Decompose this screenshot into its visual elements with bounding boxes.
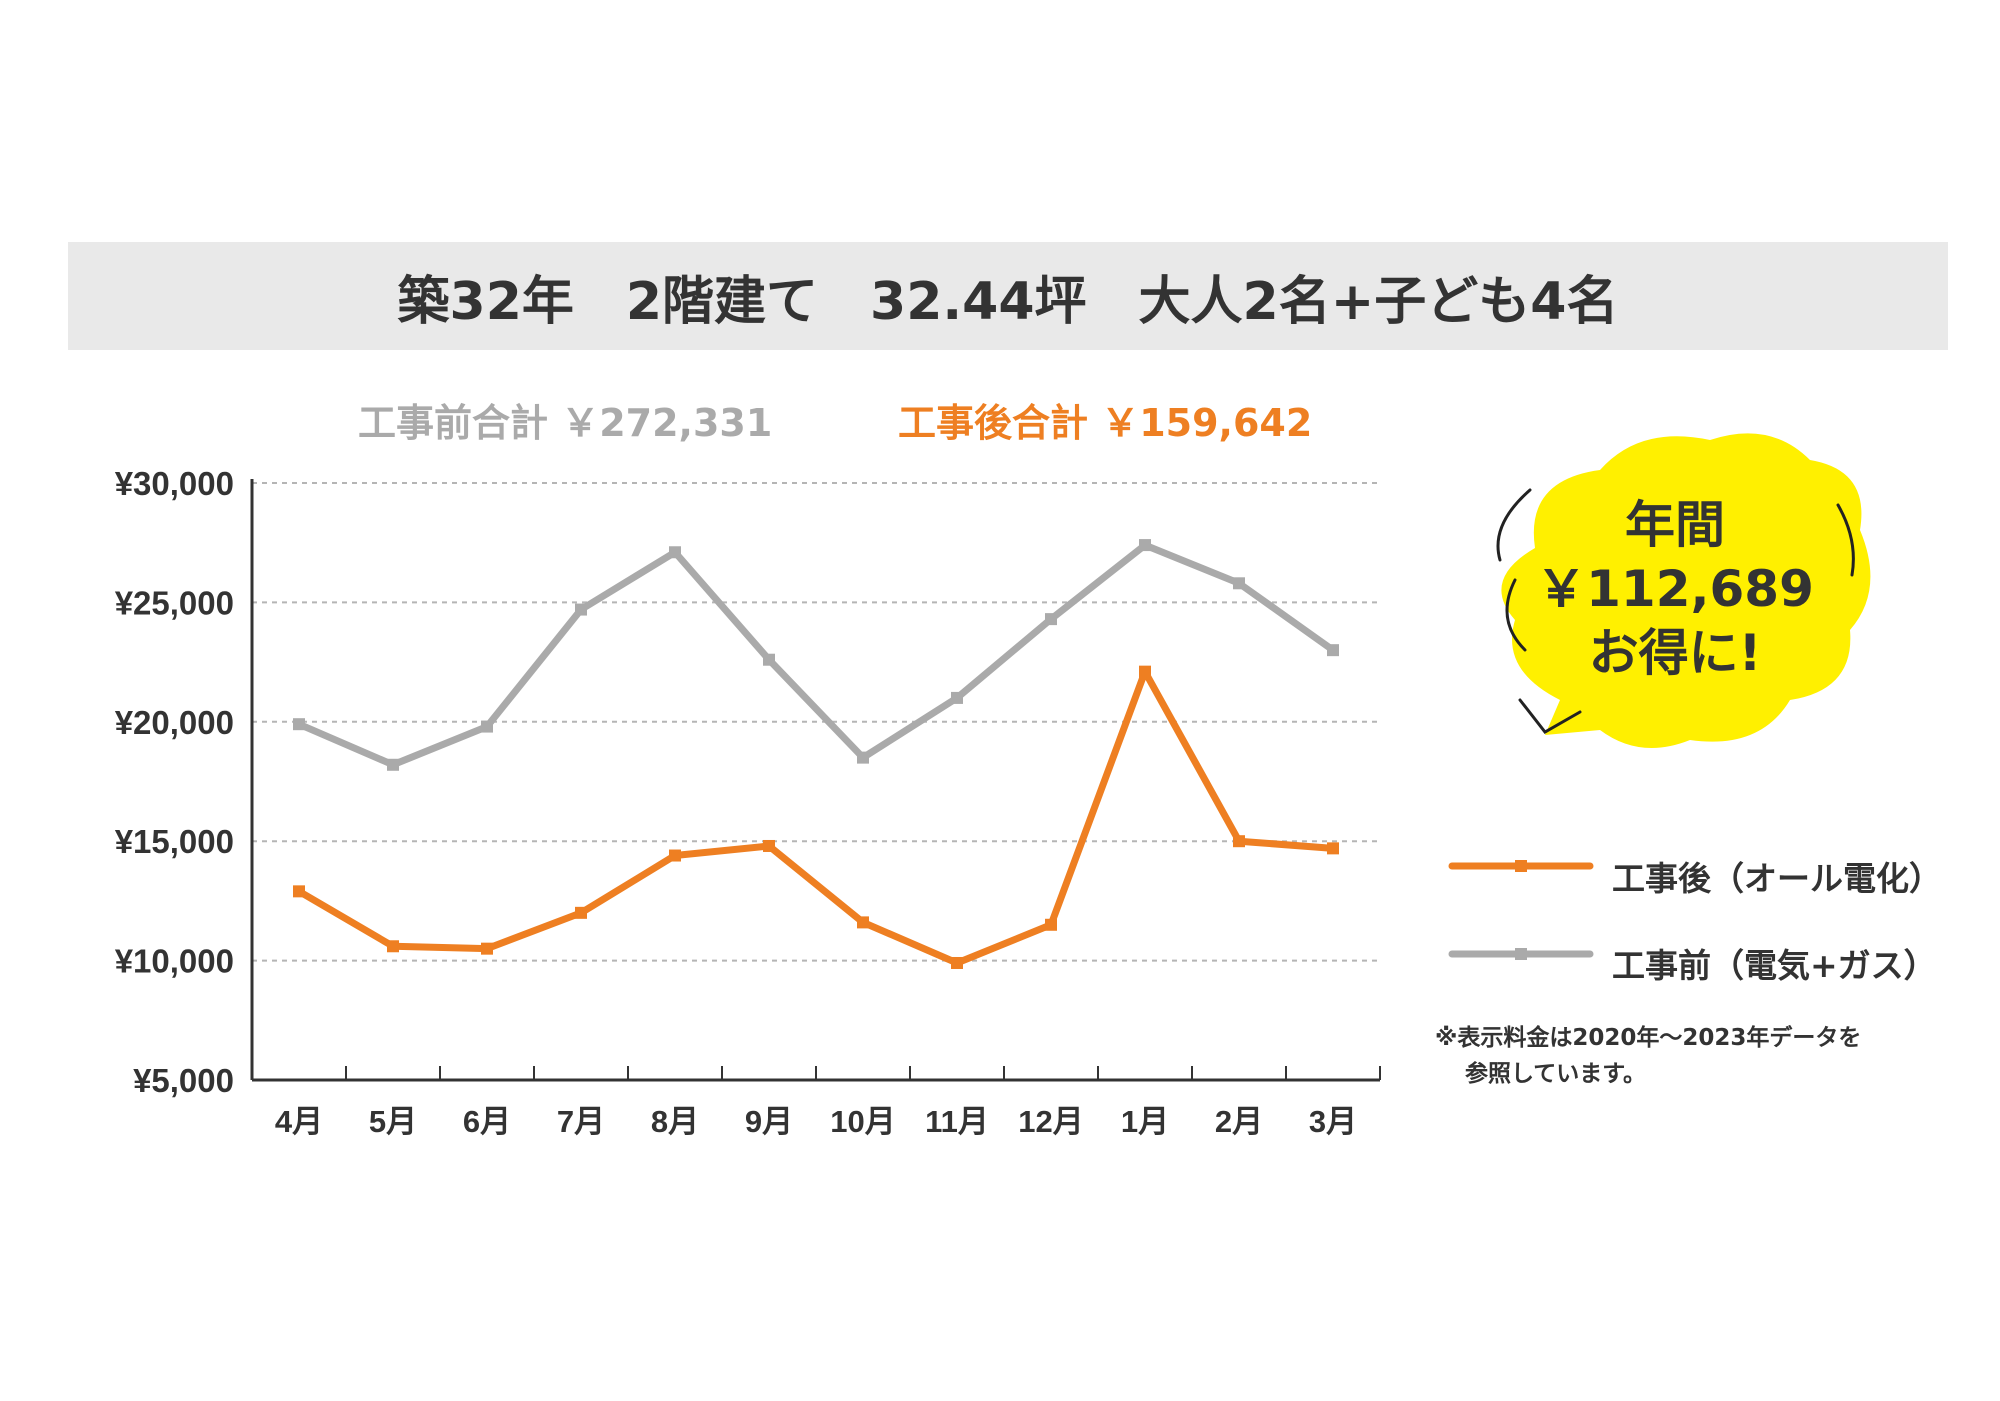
x-tick-label: 9月	[745, 1104, 793, 1139]
data-point	[763, 839, 775, 852]
x-tick-label: 2月	[1215, 1104, 1263, 1139]
data-point	[857, 751, 869, 764]
data-point	[1233, 577, 1245, 590]
data-point	[857, 916, 869, 929]
legend-label-before: 工事前（電気+ガス）	[1612, 946, 1937, 985]
data-point	[387, 758, 399, 771]
legend-swatch-marker	[1515, 948, 1527, 960]
bubble-amount: ￥112,689	[1536, 560, 1814, 618]
y-tick-label: ¥30,000	[115, 465, 234, 502]
total-before: 工事前合計 ￥272,331	[358, 401, 773, 445]
data-point	[1327, 842, 1339, 855]
x-tick-label: 4月	[275, 1104, 323, 1139]
data-point	[481, 942, 493, 955]
y-tick-label: ¥20,000	[115, 704, 234, 741]
y-tick-label: ¥10,000	[115, 943, 234, 980]
x-tick-label: 6月	[463, 1104, 511, 1139]
x-tick-label: 12月	[1018, 1104, 1083, 1139]
data-point	[1045, 918, 1057, 931]
y-tick-label: ¥5,000	[133, 1062, 234, 1099]
data-point	[669, 849, 681, 862]
data-point	[1327, 644, 1339, 657]
data-point	[293, 885, 305, 898]
note-line1: ※表示料金は2020年〜2023年データを	[1435, 1025, 1862, 1051]
x-tick-label: 8月	[651, 1104, 699, 1139]
data-point	[1139, 665, 1151, 678]
x-tick-label: 5月	[369, 1104, 417, 1139]
note-line2: 参照しています。	[1465, 1061, 1647, 1087]
data-point	[387, 940, 399, 953]
data-point	[575, 603, 587, 616]
data-point	[1045, 613, 1057, 626]
header-banner: 築32年 2階建て 32.44坪 大人2名+子ども4名	[68, 242, 1948, 350]
legend-swatch-marker	[1515, 860, 1527, 872]
x-tick-label: 7月	[557, 1104, 605, 1139]
data-point	[763, 653, 775, 666]
series-line-0	[295, 541, 1337, 769]
data-point	[293, 718, 305, 731]
banner-title: 築32年 2階建て 32.44坪 大人2名+子ども4名	[397, 271, 1619, 332]
data-point	[951, 956, 963, 969]
y-tick-label: ¥15,000	[115, 823, 234, 860]
data-source-note: ※表示料金は2020年〜2023年データを 参照しています。	[1435, 1020, 1861, 1092]
x-tick-label: 1月	[1121, 1104, 1169, 1139]
total-after: 工事後合計 ￥159,642	[898, 401, 1313, 445]
series-line-1	[295, 668, 1337, 967]
y-tick-label: ¥25,000	[115, 584, 234, 621]
bubble-line1: 年間	[1625, 496, 1725, 554]
x-tick-label: 11月	[925, 1104, 989, 1139]
x-tick-label: 10月	[830, 1104, 895, 1139]
x-tick-label: 3月	[1309, 1104, 1357, 1139]
speech-bubble-icon	[1501, 433, 1871, 748]
data-point	[1139, 539, 1151, 552]
data-point	[669, 546, 681, 559]
bubble-line3: お得に!	[1588, 624, 1762, 682]
speech-bubble-outline	[1496, 488, 1855, 734]
legend-label-after: 工事後（オール電化）	[1612, 859, 1942, 898]
data-point	[1233, 835, 1245, 848]
savings-bubble-text: 年間 ￥112,689 お得に!	[1500, 493, 1850, 685]
data-point	[951, 691, 963, 704]
data-point	[575, 906, 587, 919]
data-point	[481, 720, 493, 733]
